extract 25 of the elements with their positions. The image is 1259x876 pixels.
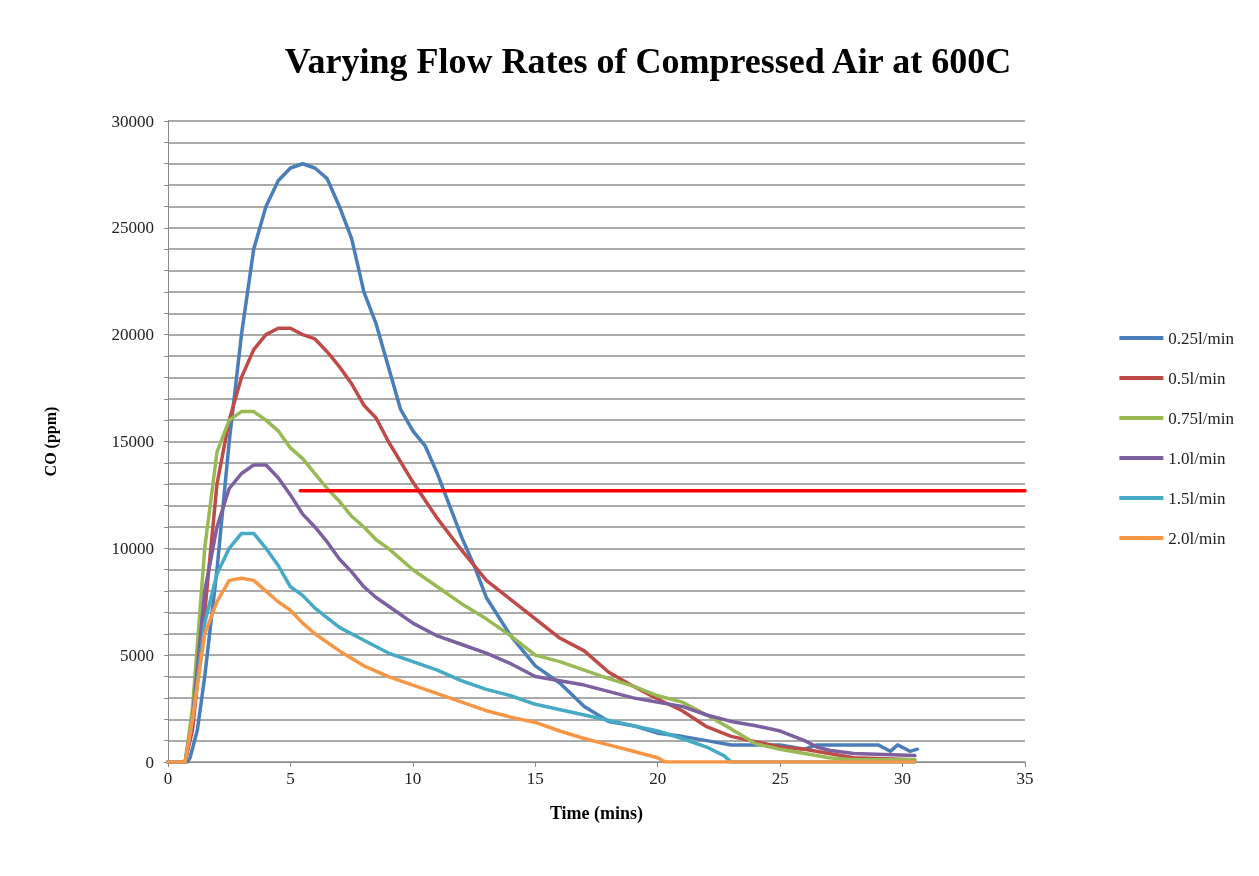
x-tick-label: 35 bbox=[1016, 769, 1034, 788]
legend-label: 0.75l/min bbox=[1168, 408, 1235, 428]
line-series bbox=[166, 576, 917, 764]
legend-label: 0.5l/min bbox=[1168, 368, 1226, 388]
x-tick-label: 5 bbox=[286, 769, 295, 788]
x-axis-title: Time (mins) bbox=[549, 803, 644, 824]
y-tick-label: 15000 bbox=[111, 432, 154, 451]
y-tick-label: 0 bbox=[145, 752, 154, 772]
legend-label: 2.0l/min bbox=[1168, 528, 1226, 548]
legend-label: 1.0l/min bbox=[1168, 448, 1226, 468]
x-tick-label: 20 bbox=[649, 769, 667, 788]
y-tick-label: 5000 bbox=[120, 645, 154, 665]
y-tick-label: 20000 bbox=[111, 325, 154, 345]
y-tick-label: 30000 bbox=[111, 111, 154, 131]
chart-title: Varying Flow Rates of Compressed Air at 600C bbox=[284, 41, 1012, 81]
x-tick-label: 0 bbox=[163, 769, 173, 788]
x-tick-label: 10 bbox=[404, 769, 422, 788]
x-tick-label: 25 bbox=[771, 769, 789, 788]
x-tick-label: 15 bbox=[526, 769, 544, 788]
y-tick-label: 25000 bbox=[111, 218, 154, 238]
y-axis-title: CO (ppm) bbox=[41, 406, 60, 477]
y-tick-label: 10000 bbox=[111, 538, 154, 558]
legend-label: 1.5l/min bbox=[1168, 488, 1226, 508]
x-tick-label: 30 bbox=[894, 769, 912, 788]
legend-label: 0.25l/min bbox=[1168, 328, 1235, 348]
